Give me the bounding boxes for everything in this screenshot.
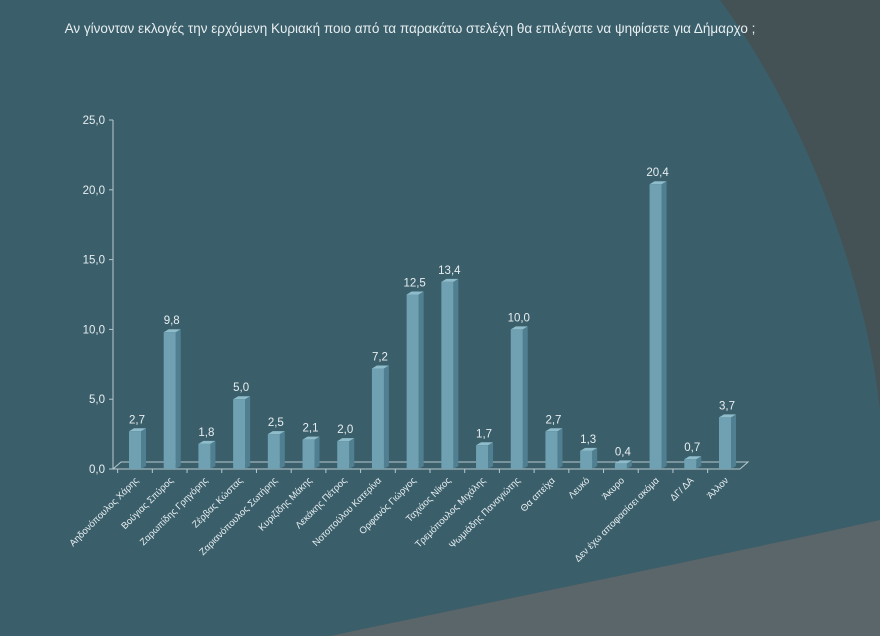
data-label: 2,0 bbox=[337, 424, 353, 436]
bar bbox=[233, 399, 246, 469]
bar-top bbox=[684, 456, 702, 460]
y-tick-label: 0,0 bbox=[89, 464, 105, 476]
bar-top bbox=[580, 447, 598, 451]
category-label: Ψωμιάδης Παναγιώτης bbox=[447, 475, 523, 551]
bar-top bbox=[441, 278, 459, 282]
bar-top bbox=[614, 460, 632, 464]
bar-top bbox=[545, 428, 563, 432]
bar-top bbox=[510, 326, 528, 330]
data-label: 1,7 bbox=[476, 428, 492, 440]
bar-side bbox=[279, 431, 285, 469]
bar-side bbox=[453, 278, 459, 469]
bar-side bbox=[731, 414, 736, 469]
bar bbox=[129, 431, 141, 469]
data-label: 20,4 bbox=[646, 167, 669, 179]
bar bbox=[337, 441, 350, 469]
bar bbox=[510, 329, 523, 469]
data-label: 2,7 bbox=[545, 414, 561, 426]
category-label: Άλλον bbox=[705, 475, 731, 501]
category-label: Άκυρο bbox=[600, 475, 627, 502]
bar-side bbox=[141, 428, 146, 469]
data-label: 13,4 bbox=[438, 265, 461, 277]
bar-top bbox=[476, 442, 494, 446]
data-label: 0,4 bbox=[615, 446, 632, 458]
bar bbox=[163, 332, 176, 469]
data-label: 9,8 bbox=[164, 315, 180, 327]
bar-top bbox=[649, 181, 667, 185]
bar-top bbox=[371, 365, 389, 369]
bar-side bbox=[696, 456, 702, 469]
bar bbox=[441, 281, 454, 469]
bar-side bbox=[661, 181, 667, 469]
bar-side bbox=[383, 365, 389, 469]
y-tick-label: 25,0 bbox=[83, 115, 105, 127]
category-label: Λευκό bbox=[566, 475, 592, 501]
category-label: ΔΓ/ ΔΑ bbox=[668, 475, 697, 504]
data-label: 2,1 bbox=[303, 423, 319, 435]
bar-side bbox=[314, 436, 320, 469]
data-label: 1,8 bbox=[198, 427, 214, 439]
bar bbox=[302, 439, 315, 469]
category-label: Ζαρωπίδης Γρηγόρης bbox=[138, 475, 211, 548]
bar-side bbox=[349, 438, 355, 469]
bar-side bbox=[210, 440, 216, 469]
bar-side bbox=[592, 447, 598, 469]
bar-top bbox=[719, 414, 736, 418]
data-label: 7,2 bbox=[372, 351, 388, 363]
y-tick-label: 15,0 bbox=[83, 255, 105, 267]
bar-side bbox=[557, 428, 563, 469]
bar-side bbox=[418, 291, 424, 469]
y-tick-label: 10,0 bbox=[83, 324, 105, 336]
bar-top bbox=[267, 431, 285, 435]
category-label: Θα απείχα bbox=[519, 475, 558, 514]
bar-top bbox=[163, 329, 181, 333]
bar bbox=[684, 459, 697, 469]
bar-side bbox=[175, 329, 181, 469]
bar bbox=[198, 443, 211, 469]
bar-side bbox=[488, 442, 494, 469]
bar-top bbox=[337, 438, 355, 442]
bar bbox=[719, 417, 731, 469]
data-label: 12,5 bbox=[403, 278, 425, 290]
bar-top bbox=[302, 436, 320, 440]
bar bbox=[545, 431, 558, 469]
bar-side bbox=[626, 460, 632, 469]
y-tick-label: 20,0 bbox=[83, 185, 105, 197]
bar bbox=[580, 450, 593, 469]
bar bbox=[371, 368, 384, 469]
bar-top bbox=[129, 428, 146, 432]
data-label: 2,7 bbox=[129, 414, 145, 426]
data-label: 3,7 bbox=[719, 400, 735, 412]
bar bbox=[476, 445, 489, 469]
bar-top bbox=[198, 440, 216, 444]
bar bbox=[649, 184, 662, 469]
data-label: 1,3 bbox=[580, 434, 596, 446]
bar bbox=[406, 294, 419, 469]
bar-top bbox=[406, 291, 424, 295]
bar-side bbox=[522, 326, 528, 469]
y-tick-label: 5,0 bbox=[89, 394, 105, 406]
data-label: 5,0 bbox=[233, 382, 249, 394]
bar-top bbox=[233, 396, 251, 400]
bar bbox=[614, 463, 627, 469]
chart-title: Αν γίνονταν εκλογές την ερχόμενη Κυριακή… bbox=[64, 21, 756, 36]
bar bbox=[267, 434, 280, 469]
data-label: 0,7 bbox=[684, 442, 700, 454]
bar-side bbox=[245, 396, 251, 469]
data-label: 2,5 bbox=[268, 417, 284, 429]
data-label: 10,0 bbox=[508, 312, 530, 324]
